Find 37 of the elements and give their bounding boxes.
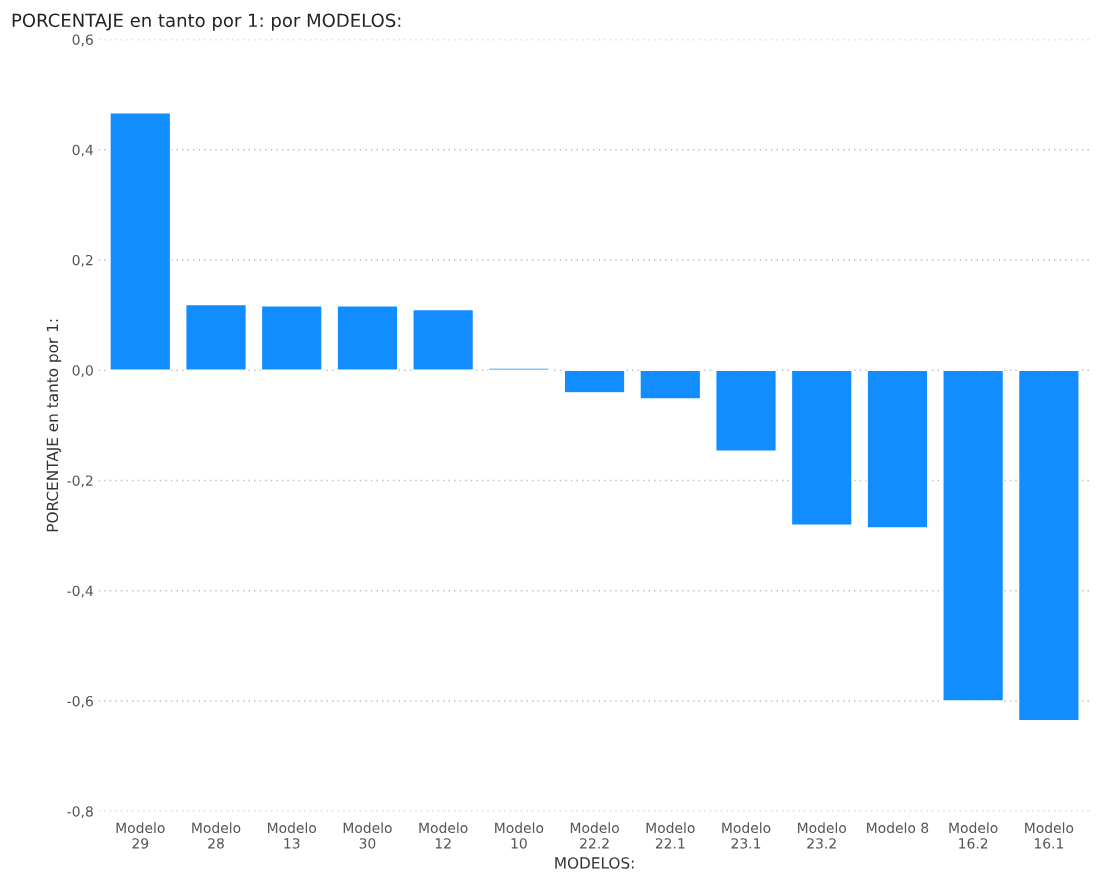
x-tick-label: Modelo 30	[343, 822, 392, 849]
x-tick-label: Modelo 22.1	[646, 822, 695, 849]
x-axis-title: MODELOS:	[555, 857, 634, 869]
x-tick-label: Modelo 16.1	[1025, 822, 1074, 849]
y-tick-label: 0,4	[72, 144, 93, 157]
x-tick-label: Modelo 10	[495, 822, 544, 849]
y-tick-label: -0,6	[67, 695, 93, 708]
x-tick-label: Modelo 23.2	[797, 822, 847, 849]
y-tick-label: 0,2	[72, 254, 93, 267]
x-tick-label: Modelo 16.2	[949, 822, 998, 849]
bar	[866, 369, 929, 529]
y-tick-label: 0,0	[72, 365, 93, 378]
y-tick-label: -0,2	[67, 475, 93, 488]
bar	[715, 369, 777, 452]
x-tick-label: Modelo 28	[192, 822, 241, 849]
bar	[563, 369, 626, 394]
bar	[412, 308, 475, 371]
bar	[639, 369, 702, 400]
x-tick-label: Modelo 8	[867, 822, 929, 834]
bar	[790, 369, 853, 526]
bar	[487, 367, 550, 371]
bar	[260, 305, 323, 371]
bar	[336, 305, 399, 371]
x-tick-label: Modelo 12	[419, 822, 468, 849]
y-axis-title: PORCENTAJE en tanto por 1:	[46, 319, 62, 532]
bar	[1017, 369, 1080, 722]
y-tick-label: 0,6	[72, 34, 93, 47]
x-tick-label: Modelo 13	[267, 822, 317, 849]
y-tick-label: -0,4	[67, 585, 93, 598]
chart-title: PORCENTAJE en tanto por 1: por MODELOS:	[12, 13, 401, 31]
x-tick-label: Modelo 29	[116, 822, 165, 849]
bar	[185, 303, 247, 371]
y-tick-label: -0,8	[67, 806, 93, 819]
bar	[942, 369, 1005, 702]
bar	[109, 112, 172, 371]
x-tick-label: Modelo 22.2	[570, 822, 619, 849]
x-tick-label: Modelo 23.1	[722, 822, 771, 849]
